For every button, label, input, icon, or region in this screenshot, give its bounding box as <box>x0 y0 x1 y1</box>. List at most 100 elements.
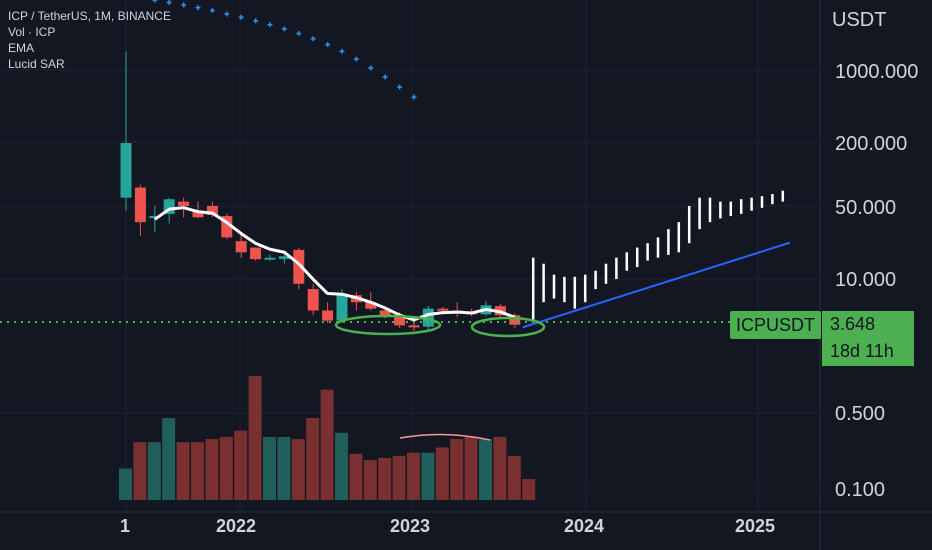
candle-body <box>307 289 319 311</box>
price-tick-0.1: 0.100 <box>835 479 885 501</box>
candle-body <box>178 201 190 206</box>
price-tick-50: 50.000 <box>835 197 896 219</box>
candle-body <box>250 247 262 260</box>
candle <box>250 247 262 261</box>
price-tick-200: 200.000 <box>835 133 907 155</box>
candle-body <box>336 295 348 321</box>
price-tick-1000: 1000.000 <box>835 61 918 83</box>
candle-body <box>394 316 406 326</box>
volume-bar <box>392 455 406 500</box>
trendline <box>522 241 791 329</box>
volume-bar <box>479 439 492 500</box>
volume-bar <box>464 436 478 500</box>
volume-bar <box>234 430 248 500</box>
legend-symbol-title[interactable]: ICP / TetherUS, 1M, BINANCE <box>8 9 171 23</box>
sar-dot <box>166 0 172 5</box>
last-price-value: 3.648 <box>830 314 876 334</box>
volume-bar <box>306 418 320 500</box>
volume-bar <box>219 436 233 500</box>
legend-sar[interactable]: Lucid SAR <box>8 57 65 71</box>
sar-dot <box>152 0 158 3</box>
volume-bars <box>119 376 536 500</box>
chart-legend: ICP / TetherUS, 1M, BINANCE Vol · ICP EM… <box>8 8 171 72</box>
candle-body <box>437 308 449 311</box>
annotations <box>0 206 820 441</box>
sar-dots <box>139 0 417 100</box>
candle <box>322 302 334 323</box>
sar-dot <box>368 65 374 71</box>
candle <box>264 254 276 261</box>
sar-dot <box>224 11 230 17</box>
candle <box>293 247 305 290</box>
price-axis[interactable]: USDT 1000.000 200.000 50.000 10.000 0.50… <box>832 9 918 501</box>
candle-body <box>293 249 305 284</box>
legend-ema[interactable]: EMA <box>8 41 35 55</box>
volume-bar <box>450 439 464 500</box>
candle-body <box>192 210 204 218</box>
candle-body <box>163 199 175 214</box>
highlight-ellipse-left <box>334 314 442 336</box>
candle-body <box>408 325 420 328</box>
sar-dot <box>296 31 302 37</box>
volume-bar <box>176 442 190 500</box>
legend-volume[interactable]: Vol · ICP <box>8 25 56 39</box>
last-price-label: 3.648 18d 11h <box>822 311 914 366</box>
candle-body <box>422 308 434 327</box>
volume-bar <box>493 436 507 500</box>
volume-bar <box>119 468 132 500</box>
time-tick-2022: 2022 <box>216 516 256 536</box>
symbol-name: ICPUSDT <box>736 315 816 335</box>
time-axis[interactable]: 1 2022 2023 2024 2025 <box>120 516 775 536</box>
sar-dot <box>195 5 201 11</box>
volume-bar <box>407 452 420 500</box>
symbol-price-label: ICPUSDT <box>730 311 822 339</box>
volume-bar <box>421 452 435 500</box>
volume-bar <box>522 478 536 500</box>
candle-body <box>278 256 290 260</box>
volume-bar <box>191 442 204 500</box>
volume-bar <box>435 447 449 500</box>
time-tick-2025: 2025 <box>735 516 775 536</box>
candle <box>192 201 204 219</box>
candle <box>278 252 290 264</box>
candle-body <box>120 143 132 198</box>
candle <box>307 283 319 316</box>
candle <box>221 213 233 240</box>
candle-body <box>134 187 146 223</box>
time-tick-1: 1 <box>120 516 130 536</box>
volume-bar <box>133 442 147 500</box>
candle-body <box>264 257 276 260</box>
volume-annotation-arc <box>399 433 491 441</box>
bar-countdown: 18d 11h <box>830 341 894 361</box>
volume-bar <box>335 432 348 500</box>
candle-body <box>365 302 377 309</box>
volume-bar <box>147 442 161 500</box>
candle-body <box>221 216 233 238</box>
sar-dot <box>310 36 316 42</box>
candle-body <box>379 310 391 317</box>
candle-body <box>322 310 334 321</box>
candle-body <box>149 216 161 219</box>
projection-bars <box>531 190 785 321</box>
candle-body <box>206 205 218 215</box>
candle-body <box>509 315 521 325</box>
candle <box>235 233 247 258</box>
sar-dot <box>281 26 287 32</box>
time-tick-2023: 2023 <box>390 516 430 536</box>
candle <box>134 184 146 236</box>
sar-dot <box>325 42 331 48</box>
volume-bar <box>378 457 392 500</box>
volume-bar <box>349 453 363 500</box>
sar-dot <box>267 22 273 28</box>
volume-bar <box>320 389 334 500</box>
candle-body <box>235 241 247 253</box>
highlight-ellipse-right <box>470 316 546 338</box>
ema-line <box>153 206 516 322</box>
volume-bar <box>277 436 291 500</box>
price-tick-10: 10.000 <box>835 269 896 291</box>
sar-dot <box>353 56 359 62</box>
volume-bar <box>507 455 521 500</box>
sar-dot <box>411 94 417 100</box>
sar-dot <box>181 2 187 8</box>
